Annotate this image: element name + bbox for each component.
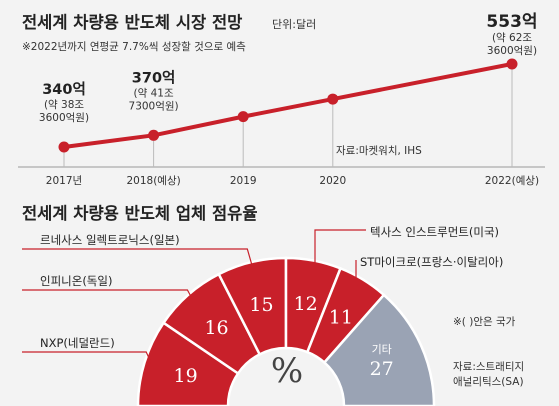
leader-dot [357, 284, 361, 289]
value-sublabel: (약 38조 [44, 99, 84, 111]
center-percent-label: % [271, 351, 303, 391]
market-forecast-line-chart: 전세계 차량용 반도체 시장 전망 단위:달러 ※2022년까지 연평균 7.7… [18, 12, 545, 187]
x-tick-label: 2020 [319, 175, 346, 187]
slice-value-label: 12 [294, 293, 318, 315]
value-sublabel: (약 62조 [492, 32, 532, 44]
leader-line [22, 248, 254, 271]
share-source-line-1: 자료:스트래티지 [453, 361, 524, 373]
line-chart-subtitle: ※2022년까지 연평균 7.7%씩 성장할 것으로 예측 [22, 40, 246, 53]
leader-dot [150, 363, 154, 367]
slice-category-label: 인피니온(독일) [40, 274, 112, 288]
line-chart-unit: 단위:달러 [272, 18, 316, 31]
data-point [327, 93, 339, 105]
value-sublabel: 3600억원) [487, 45, 537, 57]
value-label: 340억 [42, 80, 86, 98]
leader-dot [310, 266, 315, 271]
leader-dot [191, 299, 196, 303]
slice-category-label: 기타 [372, 343, 392, 356]
x-tick-label: 2018(예상) [126, 174, 180, 187]
slice-category-label: NXP(네덜란드) [40, 336, 115, 350]
x-tick-label: 2017년 [46, 175, 82, 187]
line-chart-title: 전세계 차량용 반도체 시장 전망 [22, 13, 242, 32]
x-tick-label: 2022(예상) [485, 174, 539, 187]
data-point [58, 141, 70, 153]
share-chart-title: 전세계 차량용 반도체 업체 점유율 [22, 204, 258, 223]
slice-value-label: 11 [329, 306, 353, 328]
x-tick-label: 2019 [230, 175, 257, 187]
slice-value-label: 15 [249, 294, 273, 316]
slice-category-label: 르네사스 일렉트로닉스(일본) [40, 233, 180, 247]
value-sublabel: 7300억원) [129, 100, 179, 112]
slice-value-label: 16 [204, 317, 228, 339]
leader-dot [251, 268, 256, 272]
leader-line [22, 289, 194, 302]
value-sublabel: (약 41조 [134, 87, 174, 99]
share-slice [322, 293, 436, 406]
data-point [237, 111, 249, 123]
slice-category-label: ST마이크로(프랑스·이탈리아) [360, 255, 503, 269]
data-point [506, 58, 518, 70]
slice-category-label: 텍사스 인스트루먼트(미국) [370, 225, 499, 239]
value-label: 370억 [132, 68, 176, 86]
country-note: ※( )안은 국가 [453, 316, 516, 328]
value-label: 553억 [486, 12, 537, 32]
leader-line [22, 351, 153, 366]
data-point [148, 129, 160, 141]
line-chart-source: 자료:마켓워치, IHS [336, 144, 422, 157]
slice-value-label: 19 [174, 365, 198, 387]
value-sublabel: 3600억원) [39, 112, 89, 124]
slice-value-label: 27 [370, 358, 394, 380]
share-source-line-2: 애널리틱스(SA) [453, 376, 524, 388]
